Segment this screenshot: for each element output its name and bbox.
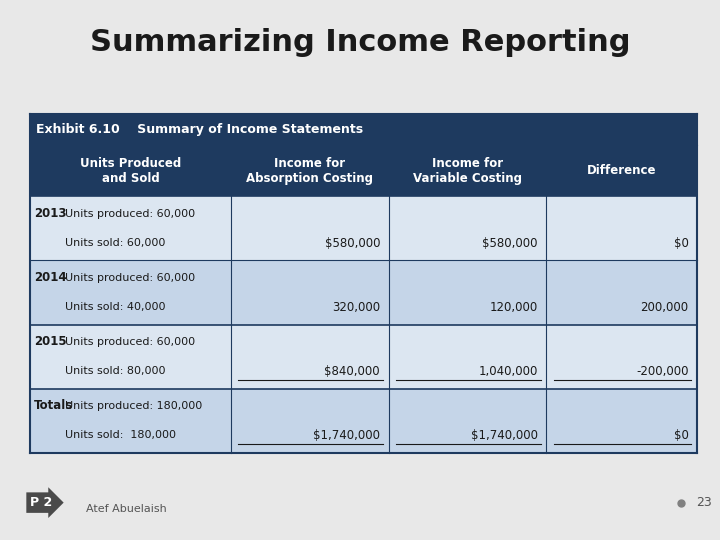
Text: $0: $0 <box>674 237 688 249</box>
Text: Atef Abuelaish: Atef Abuelaish <box>86 504 167 514</box>
Text: 2015: 2015 <box>34 335 66 348</box>
Text: Exhibit 6.10    Summary of Income Statements: Exhibit 6.10 Summary of Income Statement… <box>36 123 363 136</box>
Text: Units sold: 60,000: Units sold: 60,000 <box>65 238 165 248</box>
Text: Units sold: 40,000: Units sold: 40,000 <box>65 302 165 312</box>
Text: Units sold: 80,000: Units sold: 80,000 <box>65 366 165 376</box>
Text: 200,000: 200,000 <box>640 301 688 314</box>
Text: $580,000: $580,000 <box>482 237 538 249</box>
Text: Income for
Variable Costing: Income for Variable Costing <box>413 157 522 185</box>
Text: $0: $0 <box>674 429 688 442</box>
Text: 1,040,000: 1,040,000 <box>479 365 538 378</box>
Bar <box>30 145 697 197</box>
Text: Units produced: 60,000: Units produced: 60,000 <box>65 337 194 347</box>
Text: Units sold:  180,000: Units sold: 180,000 <box>65 430 176 440</box>
Text: Totals: Totals <box>34 400 73 413</box>
Text: Units produced: 60,000: Units produced: 60,000 <box>65 273 194 283</box>
Text: 2014: 2014 <box>34 271 66 284</box>
Text: Difference: Difference <box>587 164 657 177</box>
Text: 2013: 2013 <box>34 207 66 220</box>
Text: -200,000: -200,000 <box>636 365 688 378</box>
Text: $1,740,000: $1,740,000 <box>471 429 538 442</box>
Text: 23: 23 <box>696 496 711 509</box>
Text: Units Produced
and Sold: Units Produced and Sold <box>80 157 181 185</box>
Text: Units produced: 180,000: Units produced: 180,000 <box>65 401 202 411</box>
Text: 320,000: 320,000 <box>332 301 380 314</box>
Text: $1,740,000: $1,740,000 <box>313 429 380 442</box>
Bar <box>30 114 697 145</box>
Text: Summarizing Income Reporting: Summarizing Income Reporting <box>90 28 630 57</box>
Text: Income for
Absorption Costing: Income for Absorption Costing <box>246 157 373 185</box>
Text: P 2: P 2 <box>30 496 53 509</box>
Text: $840,000: $840,000 <box>325 365 380 378</box>
Text: Units produced: 60,000: Units produced: 60,000 <box>65 208 194 219</box>
Text: $580,000: $580,000 <box>325 237 380 249</box>
Text: 120,000: 120,000 <box>490 301 538 314</box>
